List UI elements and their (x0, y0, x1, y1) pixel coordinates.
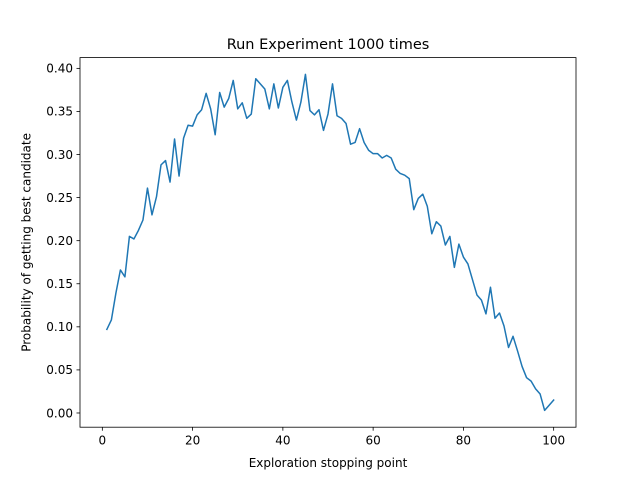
y-axis: 0.00 0.05 0.10 0.15 0.20 0.25 0.30 0.35 0.40 (46, 62, 80, 420)
series-line-1 (105, 73, 555, 412)
y-tick-label: 0.10 (46, 320, 73, 334)
y-tick-label: 0.30 (46, 148, 73, 162)
y-tick-label: 0.25 (46, 191, 73, 205)
x-tick-label: 0 (99, 434, 107, 448)
y-tick-label: 0.20 (46, 234, 73, 248)
x-axis-label: Exploration stopping point (249, 456, 408, 470)
y-tick-label: 0.35 (46, 105, 73, 119)
y-axis-label: Probability of getting best candidate (20, 133, 34, 352)
plot-area-frame (79, 57, 577, 428)
y-tick-label: 0.40 (46, 62, 73, 76)
x-tick-label: 80 (456, 434, 471, 448)
y-tick-label: 0.00 (46, 406, 73, 420)
series-layer (105, 73, 555, 412)
chart-title: Run Experiment 1000 times (227, 37, 430, 53)
y-tick-label: 0.05 (46, 363, 73, 377)
y-tick-label: 0.15 (46, 277, 73, 291)
x-tick-label: 60 (365, 434, 380, 448)
x-tick-label: 20 (185, 434, 200, 448)
x-axis: 0 20 40 60 80 100 (99, 427, 565, 448)
x-tick-label: 40 (275, 434, 290, 448)
x-tick-label: 100 (542, 434, 565, 448)
